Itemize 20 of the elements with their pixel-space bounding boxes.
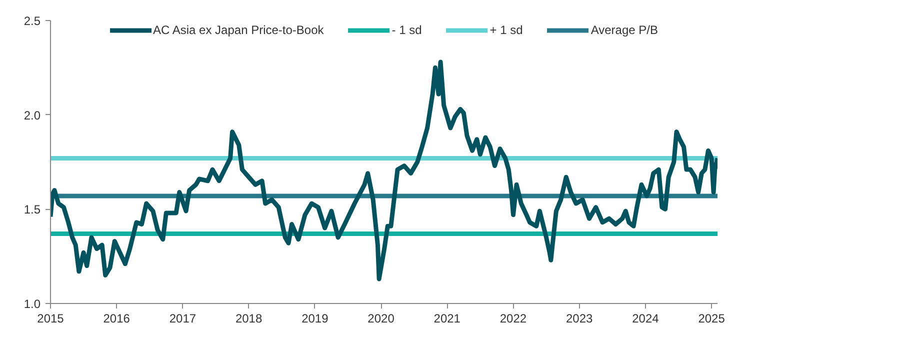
legend-label: + 1 sd	[490, 23, 523, 37]
x-tick-label: 2018	[235, 312, 262, 326]
x-tick-label: 2022	[500, 312, 527, 326]
x-tick-label: 2021	[434, 312, 461, 326]
x-tick-label: 2019	[302, 312, 329, 326]
x-tick-label: 2020	[368, 312, 395, 326]
x-tick-label: 2023	[566, 312, 594, 326]
y-tick-label: 2.0	[24, 108, 41, 122]
legend-label: AC Asia ex Japan Price-to-Book	[153, 23, 324, 37]
x-tick-label: 2016	[103, 312, 130, 326]
y-tick-label: 1.5	[24, 202, 41, 217]
y-tick-label: 2.5	[24, 14, 41, 28]
legend-label: - 1 sd	[392, 23, 422, 37]
x-tick-label: 2015	[37, 312, 64, 326]
x-tick-label: 2025	[698, 312, 726, 326]
x-tick-label: 2017	[169, 312, 196, 326]
legend-label: Average P/B	[590, 23, 658, 37]
x-tick-label: 2024	[632, 312, 660, 326]
y-tick-label: 1.0	[24, 297, 41, 311]
line-series	[50, 60, 718, 282]
